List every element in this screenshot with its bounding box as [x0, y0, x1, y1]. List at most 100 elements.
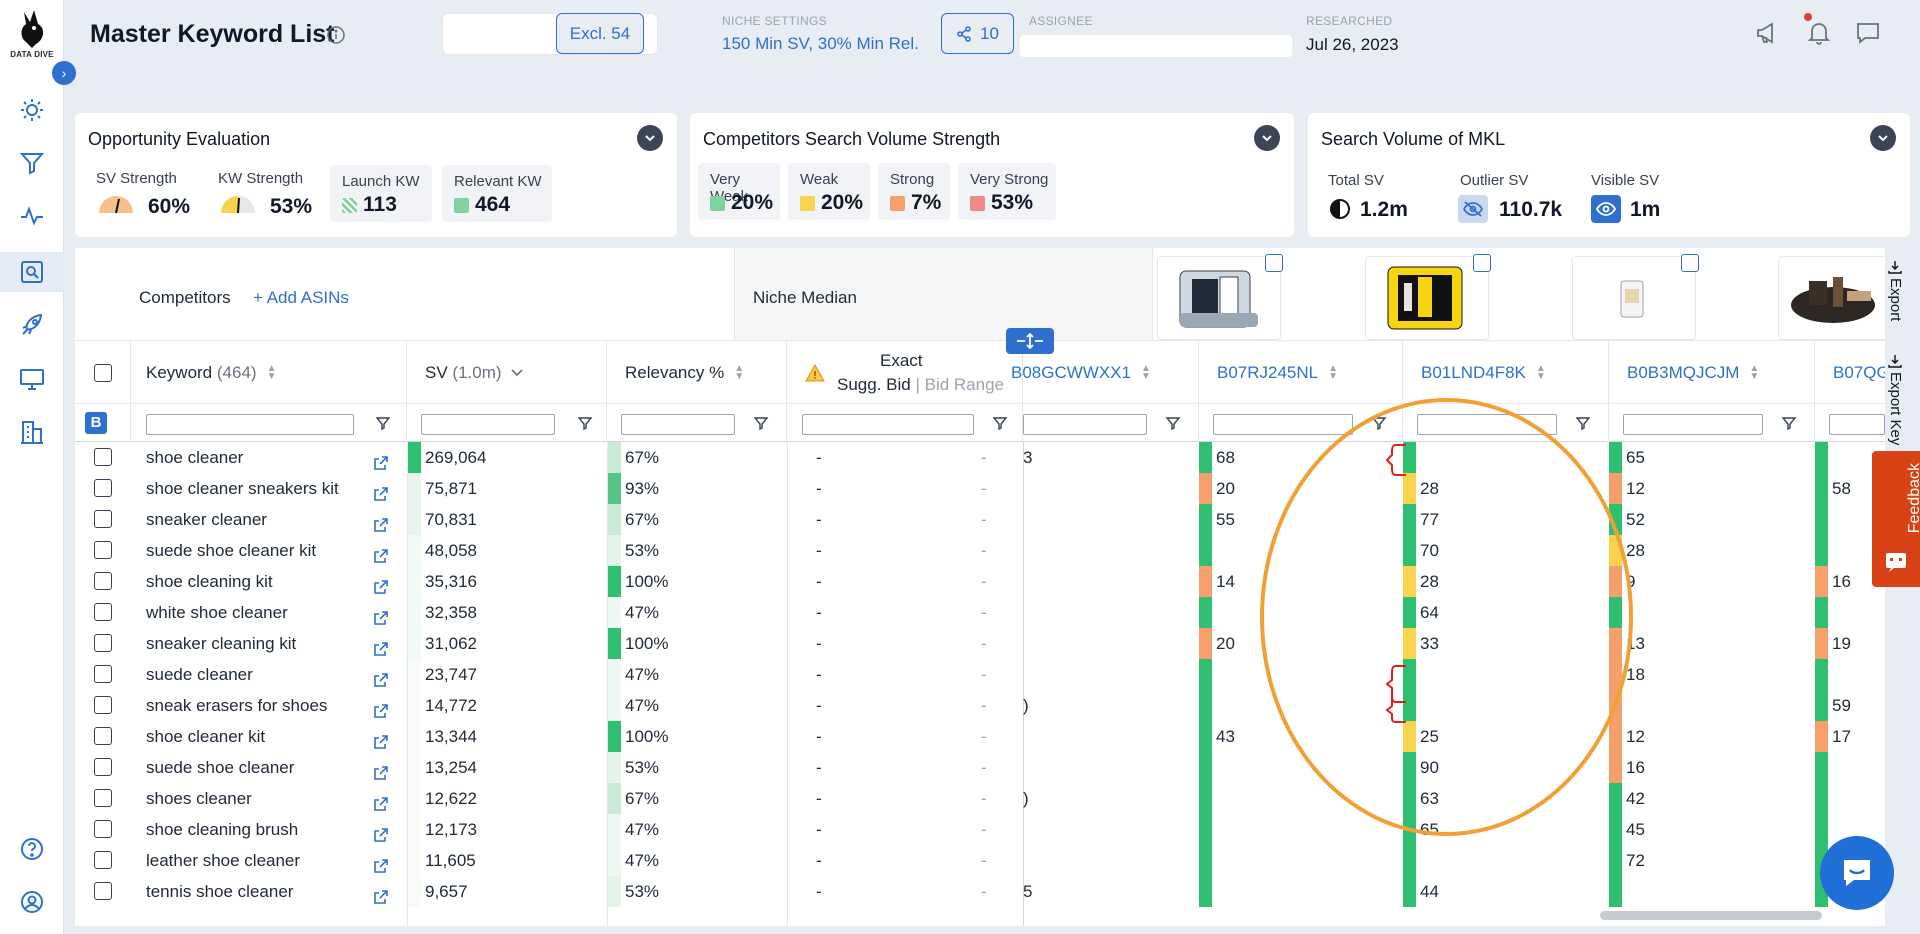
funnel-icon[interactable] [16, 147, 48, 179]
product-checkbox[interactable] [1265, 254, 1283, 272]
sort-icon[interactable]: ▲ ▼ [266, 363, 277, 382]
table-row[interactable]: suede shoe cleaner kit 48,058 53% - -70 28 [75, 535, 1885, 566]
bid-filter-input[interactable] [802, 414, 974, 435]
external-link-icon[interactable] [373, 791, 389, 811]
asin-column-header[interactable]: B01LND4F8K ▲ ▼ [1403, 341, 1609, 405]
product-thumbnail[interactable] [1157, 256, 1281, 340]
bell-icon[interactable] [1806, 20, 1832, 51]
keyword-research-icon[interactable] [0, 252, 64, 292]
select-all-checkbox[interactable] [93, 364, 112, 382]
external-link-icon[interactable] [373, 884, 389, 904]
asin-column-header[interactable]: B08GCWWXX1 ▲ ▼ [1011, 341, 1199, 405]
external-link-icon[interactable] [373, 729, 389, 749]
product-thumbnail[interactable] [1572, 256, 1696, 340]
external-link-icon[interactable] [373, 605, 389, 625]
chevron-down-icon[interactable] [510, 368, 524, 378]
row-checkbox[interactable] [94, 510, 112, 528]
lightbulb-icon[interactable] [16, 94, 48, 126]
row-checkbox[interactable] [94, 634, 112, 652]
table-row[interactable]: white shoe cleaner 32,358 47% - -64 [75, 597, 1885, 628]
row-checkbox[interactable] [94, 665, 112, 683]
relevancy-filter-input[interactable] [621, 414, 735, 435]
external-link-icon[interactable] [373, 822, 389, 842]
row-checkbox[interactable] [94, 820, 112, 838]
sidebar-expand-button[interactable]: › [52, 61, 76, 85]
filter-icon[interactable] [753, 415, 769, 431]
keyword-column-header[interactable]: Keyword (464) ▲ ▼ [131, 341, 407, 405]
info-icon[interactable] [326, 25, 346, 50]
niche-settings-value[interactable]: 150 Min SV, 30% Min Rel. [722, 34, 919, 53]
external-link-icon[interactable] [373, 512, 389, 532]
table-row[interactable]: shoe cleaner kit 13,344 100% - -43 25 12 17 [75, 721, 1885, 752]
account-icon[interactable] [16, 886, 48, 918]
collapse-button[interactable] [1870, 125, 1896, 151]
filter-icon[interactable] [1165, 415, 1181, 431]
export-tab[interactable]: Export [1882, 258, 1910, 338]
chat-icon[interactable] [1855, 20, 1881, 51]
row-checkbox[interactable] [94, 572, 112, 590]
external-link-icon[interactable] [373, 574, 389, 594]
share-button[interactable]: 10 [941, 13, 1014, 54]
sort-icon[interactable]: ▲ ▼ [734, 363, 745, 382]
eye-icon[interactable] [1591, 195, 1621, 223]
excluded-keywords-button[interactable]: Excl. 54 [556, 13, 644, 54]
row-checkbox[interactable] [94, 882, 112, 900]
asin-filter-input[interactable] [1213, 414, 1353, 435]
collapse-button[interactable] [637, 125, 663, 151]
collapse-button[interactable] [1254, 125, 1280, 151]
sort-icon[interactable]: ▲ ▼ [1535, 363, 1546, 382]
table-row[interactable]: shoe cleaning brush 12,173 47% - -65 45 [75, 814, 1885, 845]
product-checkbox[interactable] [1681, 254, 1699, 272]
rocket-icon[interactable] [16, 309, 48, 341]
sort-icon[interactable]: ▲ ▼ [1328, 363, 1339, 382]
sort-icon[interactable]: ▲ ▼ [1140, 363, 1151, 382]
row-checkbox[interactable] [94, 696, 112, 714]
export-keywords-tab[interactable]: Export Key [1882, 352, 1910, 452]
table-row[interactable]: shoe cleaner sneakers kit 75,871 93% - -20 28… [75, 473, 1885, 504]
sv-column-header[interactable]: SV (1.0m) [407, 341, 607, 405]
external-link-icon[interactable] [373, 481, 389, 501]
product-thumbnail[interactable] [1365, 256, 1489, 340]
sort-icon[interactable]: ▲ ▼ [1749, 363, 1760, 382]
row-checkbox[interactable] [94, 851, 112, 869]
support-chat-button[interactable] [1820, 836, 1894, 910]
asin-column-header[interactable]: B0B3MQJCJM ▲ ▼ [1609, 341, 1815, 405]
asin-column-header[interactable]: B07RJ245NL ▲ ▼ [1199, 341, 1403, 405]
row-checkbox[interactable] [94, 727, 112, 745]
assignee-input[interactable] [1020, 35, 1292, 57]
data-dive-logo[interactable]: DATA DIVE [6, 8, 58, 60]
row-checkbox[interactable] [94, 603, 112, 621]
external-link-icon[interactable] [373, 698, 389, 718]
asin-filter-input[interactable] [1023, 414, 1147, 435]
external-link-icon[interactable] [373, 543, 389, 563]
filter-icon[interactable] [577, 415, 593, 431]
horizontal-scrollbar[interactable] [1600, 911, 1822, 920]
megaphone-icon[interactable] [1755, 20, 1783, 51]
sv-filter-input[interactable] [421, 414, 555, 435]
filter-icon[interactable] [992, 415, 1008, 431]
relevancy-column-header[interactable]: Relevancy % ▲ ▼ [607, 341, 787, 405]
table-row[interactable]: suede shoe cleaner 13,254 53% - -90 16 [75, 752, 1885, 783]
row-checkbox[interactable] [94, 541, 112, 559]
external-link-icon[interactable] [373, 450, 389, 470]
external-link-icon[interactable] [373, 853, 389, 873]
row-checkbox[interactable] [94, 448, 112, 466]
row-checkbox[interactable] [94, 758, 112, 776]
row-checkbox[interactable] [94, 479, 112, 497]
eye-off-icon[interactable] [1458, 195, 1488, 223]
filter-badge[interactable]: B [85, 412, 107, 434]
row-checkbox[interactable] [94, 789, 112, 807]
keyword-filter-input[interactable] [146, 414, 354, 435]
table-row[interactable]: leather shoe cleaner 11,605 47% - - 72 [75, 845, 1885, 876]
table-row[interactable]: shoes cleaner 12,622 67% - -) 63 42 [75, 783, 1885, 814]
external-link-icon[interactable] [373, 636, 389, 656]
help-icon[interactable] [16, 833, 48, 865]
table-row[interactable]: tennis shoe cleaner 9,657 53% - - 5 44 [75, 876, 1885, 907]
product-thumbnail[interactable] [1778, 256, 1885, 340]
filter-icon[interactable] [1781, 415, 1797, 431]
exact-bid-column-header[interactable]: Exact Sugg. Bid | Bid Range [787, 341, 1023, 405]
filter-icon[interactable] [1575, 415, 1591, 431]
pulse-icon[interactable] [16, 200, 48, 232]
column-resize-handle[interactable] [1006, 328, 1054, 354]
product-checkbox[interactable] [1473, 254, 1491, 272]
